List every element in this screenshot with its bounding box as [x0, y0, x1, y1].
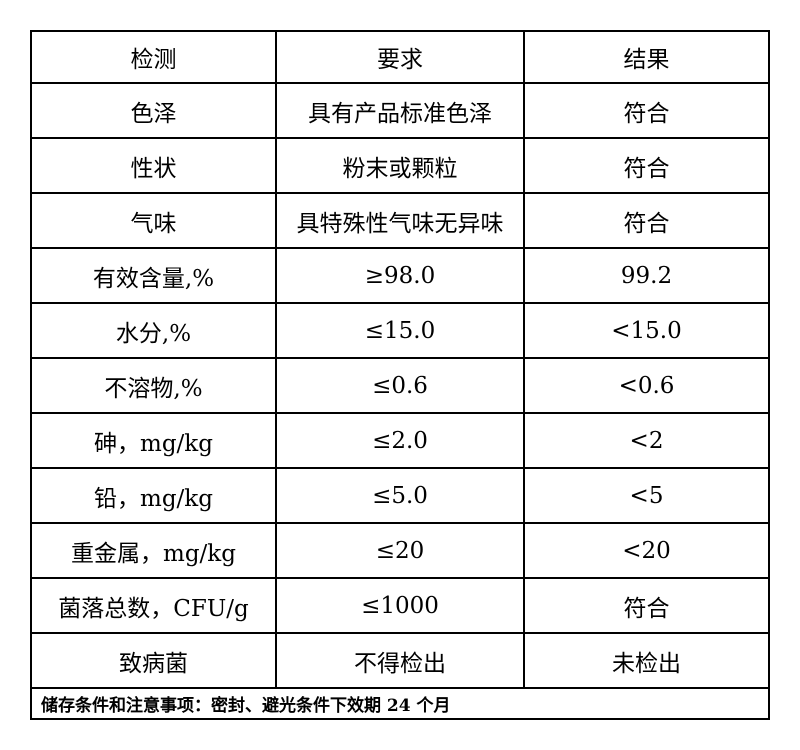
test-item-cell: 气味	[30, 192, 277, 249]
header-row: 检测 要求 结果	[30, 30, 770, 84]
test-item-cell: 水分,%	[30, 302, 277, 359]
table-row: 有效含量,% ≥98.0 99.2	[30, 247, 770, 304]
inspection-table: 检测 要求 结果 色泽 具有产品标准色泽 符合 性状 粉末或颗粒 符合 气味 具…	[30, 30, 770, 720]
test-item-cell: 色泽	[30, 82, 277, 139]
table-row: 菌落总数，CFU/g ≤1000 符合	[30, 577, 770, 634]
requirement-cell: ≤5.0	[275, 467, 525, 524]
table-row: 性状 粉末或颗粒 符合	[30, 137, 770, 194]
requirement-cell: ≤1000	[275, 577, 525, 634]
result-cell: 99.2	[523, 247, 770, 304]
test-item-cell: 致病菌	[30, 632, 277, 689]
requirement-cell: 具有产品标准色泽	[275, 82, 525, 139]
requirement-cell: 不得检出	[275, 632, 525, 689]
requirement-cell: ≤0.6	[275, 357, 525, 414]
test-item-cell: 不溶物,%	[30, 357, 277, 414]
requirement-cell: ≤2.0	[275, 412, 525, 469]
table-row: 色泽 具有产品标准色泽 符合	[30, 82, 770, 139]
result-cell: 未检出	[523, 632, 770, 689]
requirement-cell: 具特殊性气味无异味	[275, 192, 525, 249]
test-item-cell: 重金属，mg/kg	[30, 522, 277, 579]
test-item-cell: 砷，mg/kg	[30, 412, 277, 469]
table-footer: 储存条件和注意事项：密封、避光条件下效期 24 个月	[30, 687, 770, 720]
table-header: 检测 要求 结果	[30, 30, 770, 84]
table-body: 色泽 具有产品标准色泽 符合 性状 粉末或颗粒 符合 气味 具特殊性气味无异味 …	[30, 82, 770, 689]
table-row: 重金属，mg/kg ≤20 <20	[30, 522, 770, 579]
test-item-cell: 铅，mg/kg	[30, 467, 277, 524]
result-cell: <2	[523, 412, 770, 469]
column-header-test: 检测	[30, 30, 277, 84]
table-row: 不溶物,% ≤0.6 <0.6	[30, 357, 770, 414]
column-header-requirement: 要求	[275, 30, 525, 84]
footer-row: 储存条件和注意事项：密封、避光条件下效期 24 个月	[30, 687, 770, 720]
result-cell: <20	[523, 522, 770, 579]
storage-note: 储存条件和注意事项：密封、避光条件下效期 24 个月	[30, 687, 770, 720]
requirement-cell: ≤20	[275, 522, 525, 579]
result-cell: 符合	[523, 82, 770, 139]
result-cell: 符合	[523, 137, 770, 194]
table-row: 致病菌 不得检出 未检出	[30, 632, 770, 689]
test-item-cell: 性状	[30, 137, 277, 194]
requirement-cell: ≥98.0	[275, 247, 525, 304]
result-cell: 符合	[523, 192, 770, 249]
result-cell: 符合	[523, 577, 770, 634]
test-item-cell: 菌落总数，CFU/g	[30, 577, 277, 634]
table-row: 砷，mg/kg ≤2.0 <2	[30, 412, 770, 469]
requirement-cell: 粉末或颗粒	[275, 137, 525, 194]
table-row: 气味 具特殊性气味无异味 符合	[30, 192, 770, 249]
test-item-cell: 有效含量,%	[30, 247, 277, 304]
table-row: 铅，mg/kg ≤5.0 <5	[30, 467, 770, 524]
table-row: 水分,% ≤15.0 <15.0	[30, 302, 770, 359]
result-cell: <5	[523, 467, 770, 524]
column-header-result: 结果	[523, 30, 770, 84]
requirement-cell: ≤15.0	[275, 302, 525, 359]
result-cell: <0.6	[523, 357, 770, 414]
result-cell: <15.0	[523, 302, 770, 359]
